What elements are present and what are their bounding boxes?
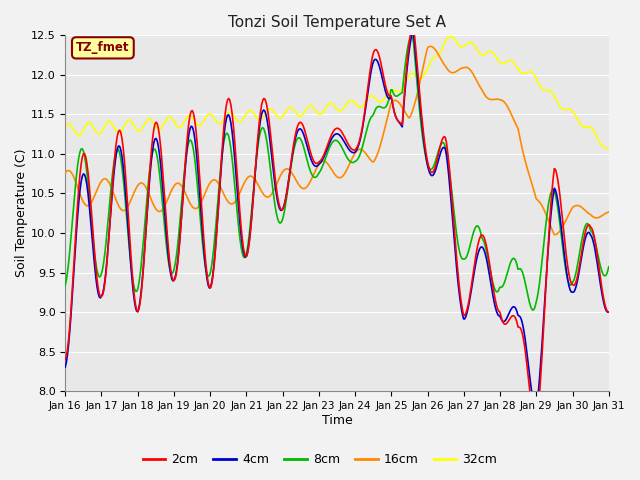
Text: TZ_fmet: TZ_fmet bbox=[76, 41, 130, 54]
Y-axis label: Soil Temperature (C): Soil Temperature (C) bbox=[15, 149, 28, 277]
Legend: 2cm, 4cm, 8cm, 16cm, 32cm: 2cm, 4cm, 8cm, 16cm, 32cm bbox=[138, 448, 502, 471]
X-axis label: Time: Time bbox=[322, 414, 353, 427]
Title: Tonzi Soil Temperature Set A: Tonzi Soil Temperature Set A bbox=[228, 15, 446, 30]
